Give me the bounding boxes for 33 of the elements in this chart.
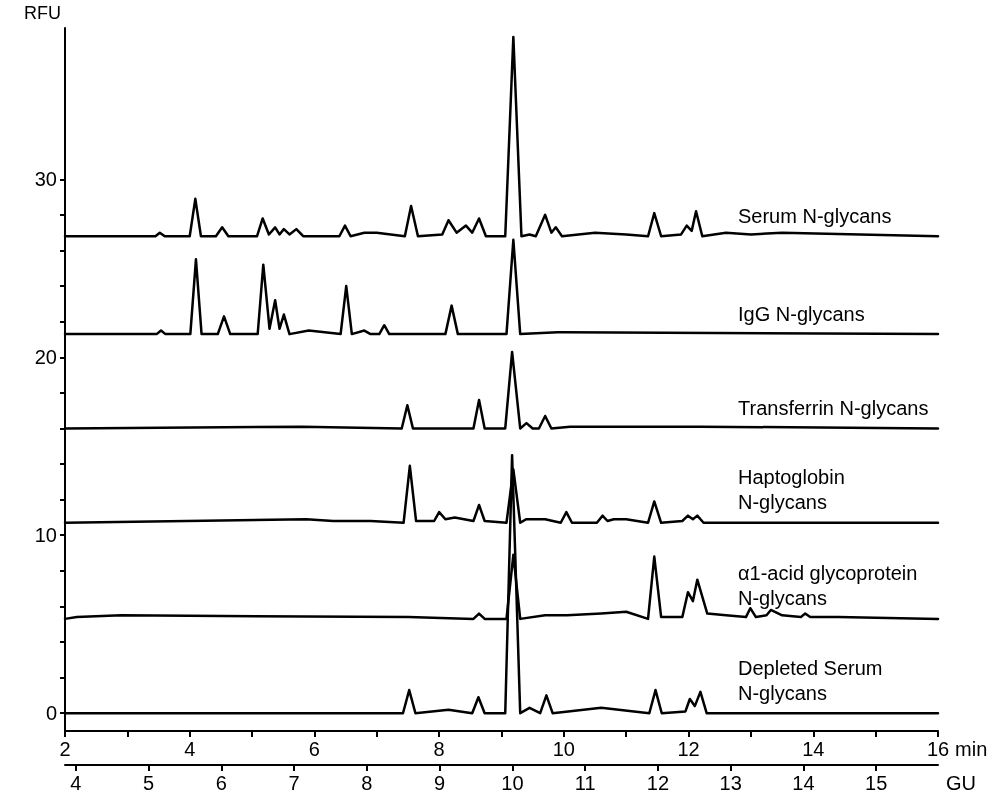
x2-tick-label: 13	[719, 772, 742, 794]
series-label: Haptoglobin N-glycans	[738, 466, 851, 514]
x-tick-label: 4	[184, 738, 196, 760]
x2-tick-label: 6	[215, 772, 227, 794]
x-tick-label: 6	[308, 738, 320, 760]
x-tick-label: 8	[433, 738, 445, 760]
x-tick-label: 16	[926, 738, 950, 760]
x2-tick-label: 12	[646, 772, 670, 794]
x2-tick-label: 5	[143, 772, 155, 794]
x2-tick-label: 10	[501, 772, 524, 794]
y-axis-title: RFU	[24, 3, 61, 23]
x-tick-label: 14	[802, 738, 825, 760]
x-tick-label: 2	[59, 738, 71, 760]
series-label: Depleted Serum N-glycans	[738, 656, 889, 704]
series-label: IgG N-glycans	[738, 302, 865, 325]
x2-axis-title: GU	[946, 772, 976, 794]
x2-tick-label: 9	[434, 772, 446, 794]
x2-tick-label: 8	[361, 772, 373, 794]
x2-tick-label: 7	[288, 772, 300, 794]
x-tick-label: 10	[552, 738, 575, 760]
x2-tick-label: 11	[574, 772, 596, 794]
y-tick-label: 10	[34, 524, 57, 547]
series-label: Serum N-glycans	[738, 204, 892, 227]
x2-tick-label: 14	[792, 772, 815, 794]
y-tick-label: 20	[34, 346, 57, 369]
y-tick-label: 0	[45, 702, 57, 725]
series-label: Transferrin N-glycans	[738, 396, 929, 419]
x-axis-title: min	[955, 738, 988, 760]
y-tick-label: 30	[34, 168, 57, 191]
x2-tick-label: 4	[70, 772, 82, 794]
x-tick-label: 12	[677, 738, 700, 760]
series-label: α1-acid glycoprotein N-glycans	[738, 562, 923, 610]
x2-tick-label: 15	[865, 772, 888, 794]
